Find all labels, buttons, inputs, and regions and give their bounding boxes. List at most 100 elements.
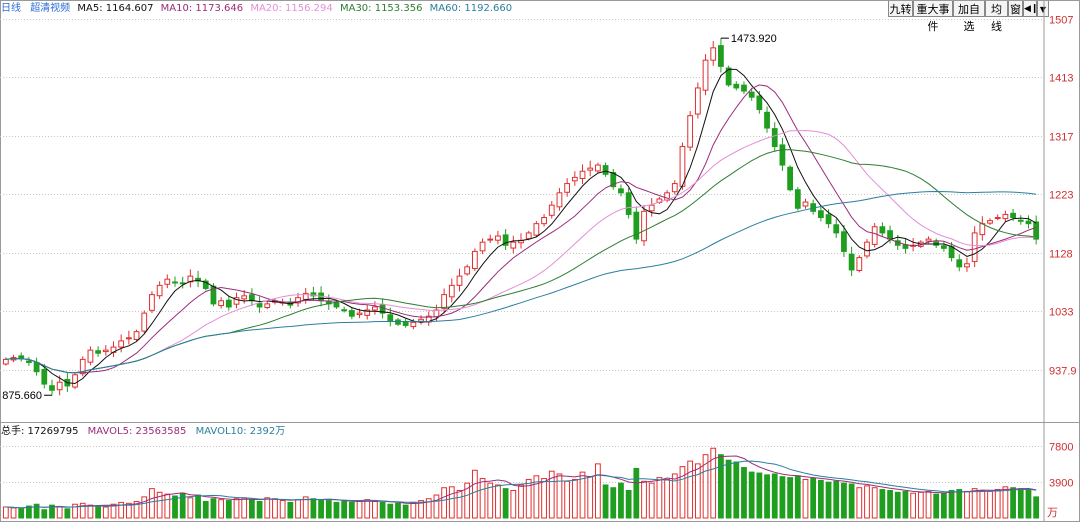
price-tick-label: 1507 bbox=[1049, 15, 1073, 27]
volume-bar bbox=[187, 497, 194, 519]
volume-bar bbox=[341, 500, 348, 519]
volume-bar bbox=[664, 478, 670, 519]
candle-body bbox=[418, 318, 424, 322]
volume-bar bbox=[564, 480, 571, 519]
volume-bar bbox=[641, 480, 647, 519]
candle-body bbox=[756, 95, 763, 111]
volume-bar bbox=[49, 504, 55, 519]
candle-body bbox=[195, 277, 201, 282]
volume-bar bbox=[295, 499, 301, 519]
candle-body bbox=[987, 220, 993, 224]
candle-body bbox=[941, 245, 947, 249]
volume-bar bbox=[41, 509, 48, 519]
volume-bar bbox=[210, 498, 217, 519]
volume-bar bbox=[272, 498, 278, 519]
candle-body bbox=[748, 91, 755, 98]
ma30-line bbox=[5, 149, 1037, 374]
candle-body bbox=[79, 358, 86, 375]
volume-bar bbox=[595, 463, 601, 519]
candle-body bbox=[495, 235, 501, 241]
volume-bar bbox=[510, 489, 517, 519]
candle-body bbox=[1033, 221, 1040, 240]
volume-bar bbox=[694, 463, 701, 519]
volume-bar bbox=[87, 504, 94, 519]
candle-body bbox=[625, 192, 632, 215]
price-tick-label: 1128 bbox=[1049, 249, 1073, 261]
volume-bar bbox=[471, 469, 478, 519]
volume-bar bbox=[810, 478, 817, 519]
candle-body bbox=[925, 238, 932, 242]
candle-body bbox=[49, 385, 55, 391]
mavol5-line bbox=[5, 455, 1037, 509]
candle-body bbox=[641, 210, 647, 242]
candle-body bbox=[571, 176, 578, 182]
volume-bar bbox=[756, 472, 763, 519]
candle-body bbox=[541, 217, 547, 225]
period-label[interactable]: 日线 bbox=[1, 3, 21, 14]
total-volume-label: 总手: 17269795 bbox=[1, 426, 79, 437]
volume-bar bbox=[395, 502, 401, 519]
volume-unit-label: 万 bbox=[1047, 507, 1058, 519]
volume-bar bbox=[733, 461, 740, 519]
volume-bar bbox=[864, 485, 870, 519]
window-button[interactable]: 窗 bbox=[1008, 0, 1023, 17]
candle-body bbox=[833, 224, 840, 234]
volume-bar bbox=[625, 489, 632, 519]
candle-body bbox=[741, 84, 747, 92]
ma60-label: MA60: 1192.660 bbox=[429, 3, 513, 14]
volume-bar bbox=[118, 501, 125, 519]
volume-bar bbox=[433, 494, 440, 519]
candle-body bbox=[887, 230, 893, 240]
candle-body bbox=[817, 210, 824, 219]
mavol10-line bbox=[5, 460, 1037, 509]
candle-body bbox=[502, 234, 509, 246]
candle-body bbox=[448, 284, 455, 298]
volume-bar bbox=[987, 490, 993, 519]
volume-bar bbox=[602, 484, 609, 519]
candle-body bbox=[202, 280, 209, 289]
volume-bar bbox=[164, 493, 171, 519]
candle-body bbox=[587, 167, 594, 171]
volume-bar bbox=[1017, 488, 1024, 519]
candle-body bbox=[556, 192, 563, 208]
volume-bar bbox=[379, 501, 386, 519]
candle-body bbox=[441, 294, 447, 309]
candle-body bbox=[479, 241, 486, 252]
volume-bar bbox=[556, 473, 563, 519]
volume-bar bbox=[841, 482, 847, 519]
volume-bar bbox=[887, 489, 893, 519]
candle-body bbox=[595, 164, 601, 172]
volume-bar bbox=[956, 489, 963, 519]
volume-bar bbox=[141, 496, 148, 519]
candle-body bbox=[948, 246, 955, 259]
candle-body bbox=[133, 331, 140, 340]
candle-body bbox=[410, 321, 417, 328]
play-first-icon[interactable]: ◀❙ bbox=[1023, 0, 1038, 17]
candle-body bbox=[295, 297, 301, 304]
candle-body bbox=[964, 263, 970, 268]
jiuzhuan-button[interactable]: 九转 bbox=[888, 0, 913, 17]
volume-bar bbox=[441, 487, 447, 519]
volume-bar bbox=[633, 467, 640, 519]
candle-body bbox=[2, 358, 9, 365]
volume-bar bbox=[133, 500, 140, 519]
candle-body bbox=[333, 302, 340, 308]
volume-bar bbox=[56, 506, 63, 519]
volume-bar bbox=[764, 474, 770, 519]
high-price-label: 1473.920 bbox=[731, 33, 777, 45]
volume-bar bbox=[894, 491, 901, 519]
volume-bar bbox=[495, 484, 501, 519]
ma10-label: MA10: 1173.646 bbox=[160, 3, 244, 14]
volume-bar bbox=[648, 482, 655, 519]
volume-bar bbox=[310, 498, 317, 519]
candle-body bbox=[633, 211, 640, 240]
candle-body bbox=[264, 303, 271, 309]
volume-bar bbox=[848, 483, 855, 519]
volume-bar bbox=[964, 490, 970, 519]
ma20-label: MA20: 1156.294 bbox=[250, 3, 333, 14]
volume-bar bbox=[1010, 487, 1016, 519]
volume-bar bbox=[917, 491, 924, 519]
candle-body bbox=[41, 369, 48, 385]
